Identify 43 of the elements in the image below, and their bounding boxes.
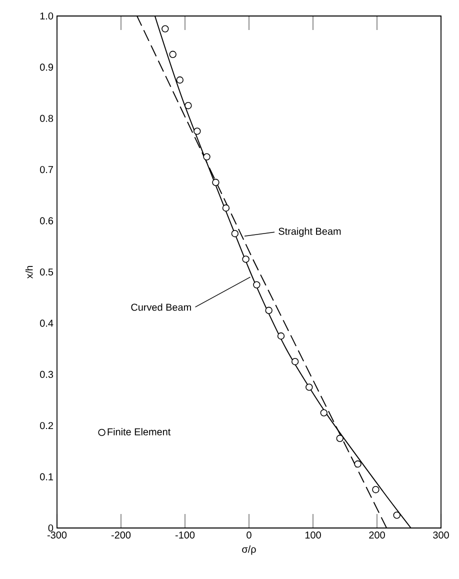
point (194, 128, 201, 135)
y-tick-label: 0.4 (40, 320, 54, 327)
point (277, 332, 285, 340)
y-tick-label: 0.8 (40, 114, 54, 122)
point (162, 25, 169, 32)
y-tick-label: 0.1 (40, 473, 53, 480)
point (222, 204, 230, 212)
y-tick-label: 0.6 (40, 217, 54, 224)
point (291, 358, 299, 366)
annotation: Curved Beam (131, 303, 191, 311)
y-tick-label: 0.7 (40, 166, 53, 174)
point (306, 384, 313, 391)
y-tick-label: 0.5 (40, 268, 54, 276)
point (320, 409, 328, 416)
x-tick-label: -100 (175, 532, 195, 539)
x-tick-label: -300 (47, 532, 67, 539)
x-tick-label: -200 (111, 532, 131, 539)
legend-label: Finite Element (108, 428, 171, 436)
x-tick-label: 200 (369, 532, 385, 539)
point (184, 102, 192, 110)
point (242, 256, 250, 263)
point (354, 460, 362, 468)
point (176, 76, 184, 84)
x-tick-label: 100 (305, 532, 321, 539)
point (372, 486, 380, 494)
point (203, 153, 210, 160)
y-tick-label: 0.2 (40, 422, 53, 430)
point (231, 230, 239, 238)
x-axis-title: σ/ρ (242, 545, 256, 555)
y-tick-label: 1.0 (40, 12, 54, 20)
y-tick-label: 0.3 (40, 370, 54, 378)
point (169, 50, 176, 58)
point (265, 306, 272, 314)
y-tick-label: 0.9 (40, 64, 54, 71)
point (212, 178, 220, 186)
point (393, 512, 400, 519)
x-tick-label: 0 (246, 532, 252, 539)
x-tick-label: 300 (433, 532, 449, 539)
point (336, 434, 344, 442)
y-tick-label: 0 (48, 524, 54, 532)
point (253, 281, 260, 288)
annotation: Straight Beam (278, 228, 341, 237)
y-axis-title: x/h (25, 266, 33, 279)
